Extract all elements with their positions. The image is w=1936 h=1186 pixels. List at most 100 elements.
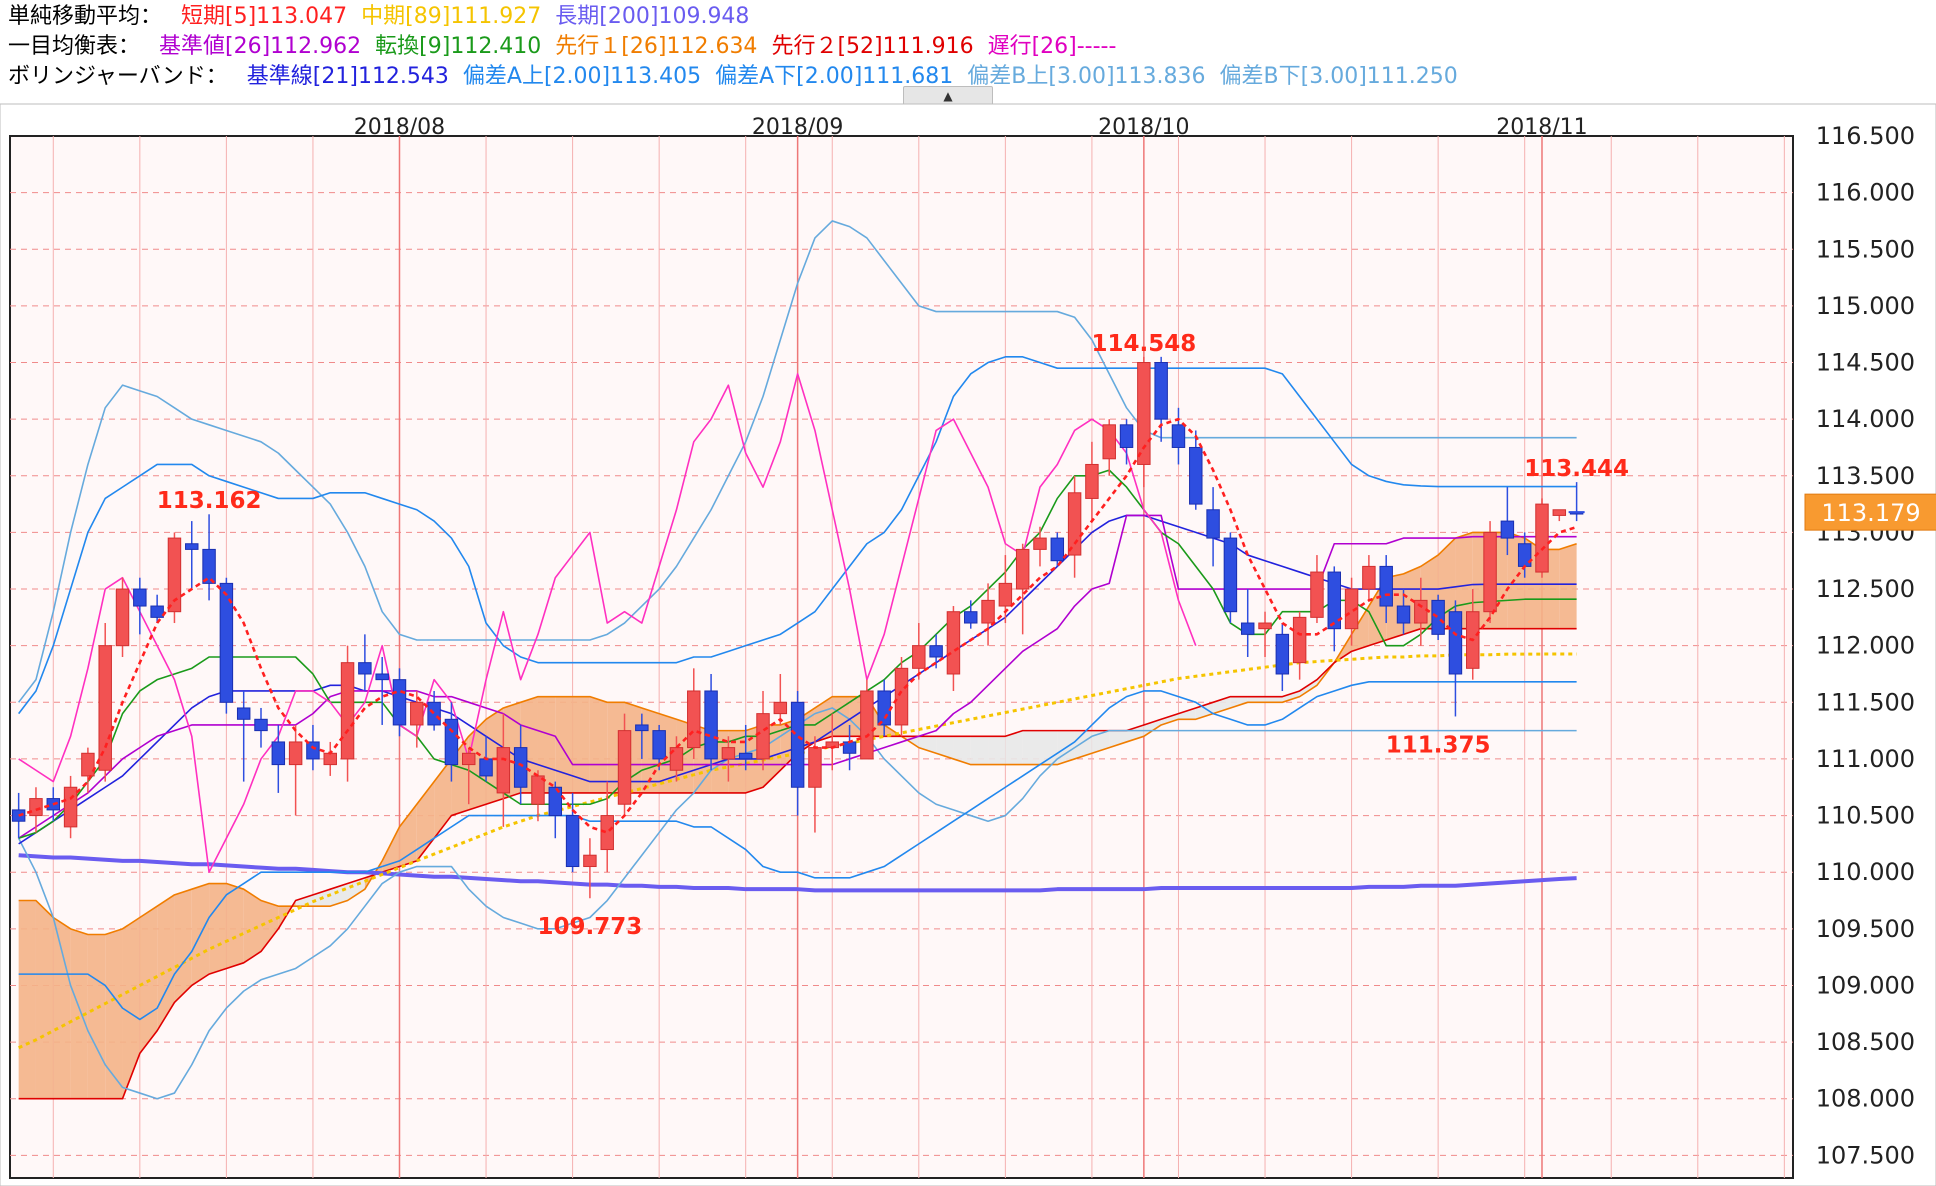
candle bbox=[1015, 543, 1030, 635]
candle-body bbox=[1137, 362, 1151, 465]
candle-body bbox=[548, 786, 563, 817]
cloud-segment bbox=[1143, 719, 1162, 737]
candle bbox=[1344, 577, 1359, 646]
candle-body bbox=[1102, 424, 1116, 460]
cloud-segment bbox=[1247, 696, 1266, 703]
candle bbox=[929, 634, 943, 669]
candle bbox=[860, 679, 874, 760]
legend-title-ichimoku: 一目均衡表： bbox=[8, 34, 141, 59]
candle-body bbox=[773, 701, 788, 715]
x-tick-label: 2018/10 bbox=[1098, 115, 1189, 140]
candle bbox=[652, 724, 666, 771]
y-tick-label: 109.000 bbox=[1816, 971, 1915, 999]
cloud-segment bbox=[382, 826, 400, 873]
legend-item-bollinger-4: 偏差B下[3.00]111.250 bbox=[1219, 64, 1458, 89]
cloud-segment bbox=[988, 736, 1006, 765]
cloud-segment bbox=[572, 696, 590, 793]
cloud-segment bbox=[399, 804, 417, 867]
candle bbox=[1085, 441, 1099, 522]
cloud-segment bbox=[953, 736, 971, 765]
candle bbox=[808, 736, 822, 833]
candle-body bbox=[63, 786, 78, 828]
y-tick-label: 107.500 bbox=[1816, 1141, 1915, 1169]
cloud-segment bbox=[1005, 730, 1023, 765]
candle-body bbox=[1483, 531, 1497, 613]
series-line-sma_long bbox=[18, 853, 1577, 893]
cloud-segment bbox=[1299, 679, 1317, 697]
cloud-segment bbox=[226, 883, 244, 969]
price-annotation: 113.444 bbox=[1524, 456, 1629, 482]
candle bbox=[565, 792, 580, 873]
candle bbox=[704, 673, 718, 771]
candle-body bbox=[167, 537, 182, 613]
candle-body bbox=[254, 718, 268, 732]
candle-body bbox=[81, 752, 95, 777]
cloud-segment bbox=[243, 889, 262, 963]
candle bbox=[288, 724, 303, 816]
cloud-segment bbox=[589, 696, 608, 793]
candle-body bbox=[981, 599, 995, 624]
candle bbox=[669, 736, 684, 782]
candle-body bbox=[462, 752, 476, 766]
candle bbox=[1431, 594, 1445, 641]
y-tick-label: 112.500 bbox=[1816, 575, 1915, 603]
price-annotation: 111.375 bbox=[1386, 732, 1491, 758]
cloud-segment bbox=[209, 883, 227, 975]
candle bbox=[1292, 611, 1307, 680]
cloud-segment bbox=[70, 928, 88, 1099]
series-line-bb_a_up bbox=[18, 356, 1577, 715]
legend-title-bollinger: ボリンジャーバンド： bbox=[8, 64, 228, 89]
cloud-segment bbox=[970, 736, 989, 765]
candle-body bbox=[808, 747, 822, 788]
candle bbox=[756, 690, 770, 771]
candle-body bbox=[1154, 362, 1168, 420]
cloud-segment bbox=[295, 894, 313, 907]
candle bbox=[1396, 589, 1411, 635]
y-tick-label: 116.000 bbox=[1816, 179, 1915, 207]
legend-item-bollinger-3: 偏差B上[3.00]113.836 bbox=[967, 64, 1206, 89]
legend-row-bollinger: ボリンジャーバンド： 基準線[21]112.543 偏差A上[2.00]113.4… bbox=[8, 62, 1472, 92]
candle bbox=[790, 690, 805, 816]
candle-body bbox=[479, 758, 493, 777]
candle-body bbox=[583, 854, 597, 868]
candle-body bbox=[444, 718, 459, 766]
x-tick-label: 2018/08 bbox=[354, 115, 445, 140]
candle bbox=[410, 690, 424, 748]
candle bbox=[358, 634, 372, 691]
cloud-segment bbox=[18, 900, 36, 1099]
candle bbox=[1154, 356, 1168, 442]
candle bbox=[375, 657, 389, 725]
candle-body bbox=[427, 701, 441, 726]
legend-item-ichimoku-2: 先行１[26]112.634 bbox=[555, 34, 758, 59]
cloud-segment bbox=[555, 696, 573, 793]
legend-item-bollinger-2: 偏差A下[2.00]111.681 bbox=[715, 64, 954, 89]
candle-body bbox=[185, 543, 199, 550]
candle bbox=[617, 713, 632, 816]
candle bbox=[150, 594, 164, 624]
cloud-segment bbox=[122, 917, 140, 1099]
cloud-segment bbox=[1109, 730, 1127, 748]
candle bbox=[236, 690, 251, 782]
candle-body bbox=[877, 690, 891, 726]
candle-body bbox=[1223, 537, 1238, 613]
cloud-segment bbox=[1091, 730, 1110, 754]
cloud-segment bbox=[1213, 696, 1231, 714]
series-line-bb_b_up bbox=[18, 220, 1577, 703]
cloud-segment bbox=[1178, 707, 1196, 720]
candle-body bbox=[150, 605, 164, 618]
legend-item-bollinger-1: 偏差A上[2.00]113.405 bbox=[462, 64, 702, 89]
candle bbox=[1362, 555, 1376, 601]
y-tick-label: 109.500 bbox=[1816, 915, 1915, 943]
candle bbox=[1240, 589, 1255, 657]
cloud-segment bbox=[53, 917, 71, 1099]
candle bbox=[444, 702, 459, 782]
candle-body bbox=[392, 679, 407, 726]
candle-body bbox=[704, 690, 718, 760]
candle bbox=[81, 747, 95, 793]
cloud-segment bbox=[728, 730, 746, 793]
candle-body bbox=[1015, 548, 1030, 590]
candle-body bbox=[306, 741, 320, 760]
candle-body bbox=[115, 588, 130, 647]
candle bbox=[1275, 623, 1290, 691]
